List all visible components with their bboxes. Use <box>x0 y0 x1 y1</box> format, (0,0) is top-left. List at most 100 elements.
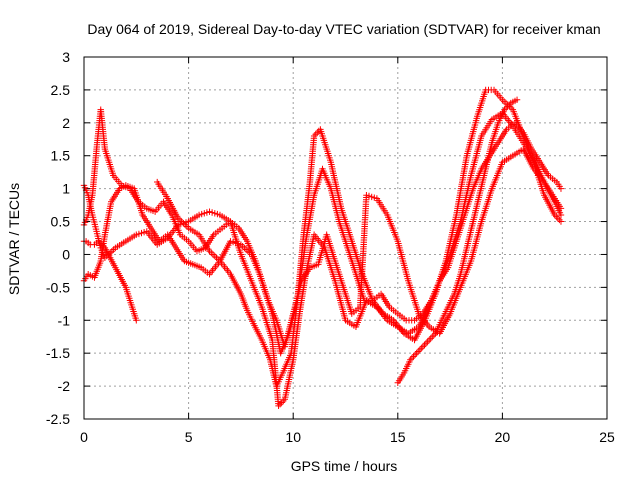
data-point-fill <box>445 292 457 309</box>
series-track-4 <box>80 106 565 357</box>
data-point-fill <box>458 260 474 289</box>
data-point-fill <box>464 115 480 157</box>
x-tick-label: 25 <box>599 429 615 445</box>
data-point-fill <box>89 214 100 233</box>
data-point-fill <box>396 312 408 322</box>
data-point-fill <box>123 286 139 322</box>
data-point-fill <box>282 358 296 401</box>
data-point-fill <box>120 183 132 191</box>
data-point-fill <box>529 147 543 164</box>
data-point-fill <box>476 167 489 197</box>
data-point-fill <box>174 246 187 263</box>
data-point-fill <box>509 97 519 106</box>
x-tick-label: 5 <box>185 429 193 445</box>
data-point-fill <box>437 266 450 283</box>
data-point-fill <box>312 127 322 138</box>
data-point-fill <box>470 167 484 190</box>
data-point-fill <box>408 351 419 362</box>
data-point <box>557 211 565 219</box>
y-tick-label: 0 <box>62 246 70 262</box>
data-point-fill <box>238 253 254 282</box>
tick-labels: 0 5 10 15 20 25 -2.5 -2 -1.5 -1 -0.5 0 0.5 1 1.5 2 2.5 3 <box>46 49 615 445</box>
data-point-fill <box>322 246 338 282</box>
y-tick-label: -0.5 <box>46 279 70 295</box>
data-point-fill <box>353 273 367 302</box>
data-point-fill <box>468 135 485 177</box>
data-point-fill <box>217 240 233 263</box>
data-point-fill <box>462 187 476 216</box>
data-point-fill <box>145 230 159 246</box>
data-point-fill <box>388 305 399 316</box>
data-point-fill <box>385 214 401 243</box>
data-point-fill <box>349 240 365 276</box>
y-tick-label: -1 <box>58 312 71 328</box>
data-point-fill <box>445 240 459 269</box>
data-point-fill <box>501 153 514 165</box>
data-point-fill <box>542 194 557 217</box>
data-point-fill <box>228 273 244 296</box>
data-point-fill <box>429 279 442 302</box>
data-point-fill <box>259 306 275 341</box>
data-point-fill <box>363 297 374 304</box>
data-point-fill <box>155 180 170 200</box>
data-point-fill <box>479 187 495 223</box>
data-point-fill <box>165 233 179 250</box>
data-point-fill <box>212 226 224 237</box>
data-point-fill <box>320 167 334 190</box>
data-point-fill <box>521 147 536 171</box>
data-point-fill <box>276 397 287 408</box>
data-point-fill <box>340 286 355 315</box>
data-point-fill <box>109 187 122 204</box>
data-point-fill <box>421 338 431 349</box>
data-point-fill <box>437 312 453 335</box>
data-point-fill <box>303 194 317 243</box>
data-point-fill <box>395 240 411 282</box>
data-point-fill <box>124 232 138 244</box>
data-point-fill <box>415 345 425 355</box>
data-point-fill <box>177 219 190 228</box>
data-point-fill <box>227 220 244 256</box>
data-point-fill <box>179 233 190 243</box>
data-point-fill <box>203 233 216 250</box>
data-point-fill <box>479 118 494 138</box>
data-point-fill <box>332 279 349 322</box>
data-point-fill <box>97 108 108 151</box>
data-point-fill <box>251 322 264 342</box>
data-point-fill <box>365 298 378 309</box>
data-point-fill <box>229 238 242 247</box>
data-point <box>425 336 433 344</box>
data-point-fill <box>198 209 211 218</box>
y-tick-label: 0.5 <box>51 214 71 230</box>
data-point-fill <box>278 332 292 355</box>
data-point-fill <box>324 233 338 262</box>
data-point-fill <box>427 331 438 342</box>
data-point-fill <box>405 317 415 324</box>
y-tick-label: 1.5 <box>51 148 71 164</box>
data-point-fill <box>338 207 355 243</box>
x-tick-label: 10 <box>285 429 301 445</box>
data-point <box>133 317 140 324</box>
data-point-fill <box>344 318 358 329</box>
data-point-fill <box>294 240 309 302</box>
data-point-fill <box>485 86 495 94</box>
data-point-fill <box>114 239 127 250</box>
data-point-fill <box>412 319 428 342</box>
data-point-fill <box>187 213 201 224</box>
y-tick-label: 2.5 <box>51 82 71 98</box>
data-point-fill <box>386 318 399 329</box>
data-point-fill <box>169 214 183 236</box>
series-track-3 <box>80 145 565 350</box>
x-tick-label: 15 <box>390 429 406 445</box>
data-point-fill <box>483 141 495 170</box>
data-point-fill <box>135 229 148 238</box>
data-point-fill <box>489 161 505 190</box>
data-point-fill <box>183 258 194 267</box>
data-point-fill <box>413 312 424 322</box>
data-point-fill <box>81 184 91 196</box>
y-axis-label: SDTVAR / TECUs <box>6 183 22 295</box>
data-point <box>195 211 203 219</box>
data-point-fill <box>353 299 369 328</box>
data-point-fill <box>236 226 250 243</box>
data-point-fill <box>317 128 334 164</box>
data-point <box>413 349 420 357</box>
